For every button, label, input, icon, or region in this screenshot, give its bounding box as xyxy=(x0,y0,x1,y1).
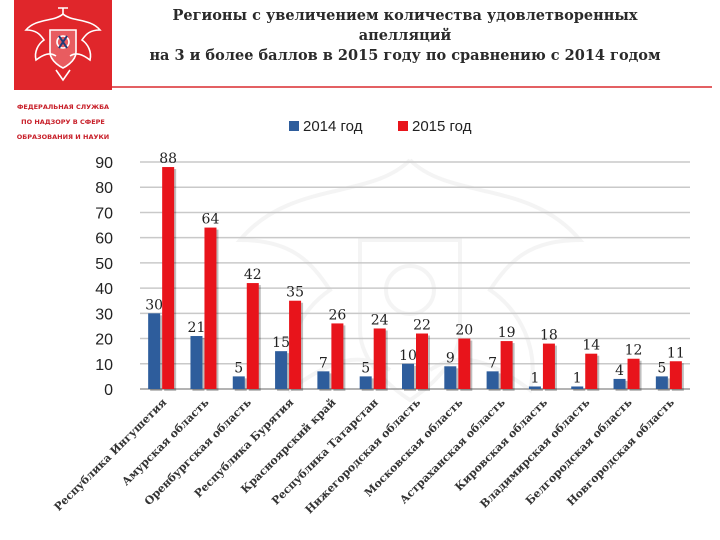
legend-swatch xyxy=(398,121,408,131)
data-label: 5 xyxy=(361,360,370,376)
legend-swatch xyxy=(289,121,299,131)
agency-name: ФЕДЕРАЛЬНАЯ СЛУЖБА ПО НАДЗОРУ В СФЕРЕ ОБ… xyxy=(14,100,112,145)
bar-2015 xyxy=(162,167,175,389)
bar-2014 xyxy=(613,378,626,389)
page-title-line-2: на 3 и более баллов в 2015 году по сравн… xyxy=(149,47,661,64)
data-label: 22 xyxy=(413,318,431,334)
data-label: 4 xyxy=(615,363,624,379)
bar-2014 xyxy=(402,363,414,389)
bar-2014 xyxy=(444,366,457,389)
data-label: 1 xyxy=(530,370,539,386)
bar-shadow xyxy=(530,388,543,391)
y-tick-label: 20 xyxy=(95,332,113,349)
page-title-line-1: Регионы с увеличением количества удовлет… xyxy=(172,7,638,44)
data-label: 14 xyxy=(582,338,600,354)
data-label: 15 xyxy=(272,335,290,351)
y-tick-label: 30 xyxy=(95,306,113,323)
y-tick-label: 90 xyxy=(95,155,113,172)
bar-2014 xyxy=(571,386,584,389)
bar-2015 xyxy=(204,227,217,389)
data-label: 7 xyxy=(488,355,497,371)
agency-name-line-3: ОБРАЗОВАНИЯ И НАУКИ xyxy=(16,133,110,141)
data-label: 64 xyxy=(202,212,220,228)
bar-2014 xyxy=(148,313,161,389)
data-label: 88 xyxy=(159,151,177,167)
bar-2015 xyxy=(585,353,598,389)
data-label: 21 xyxy=(188,320,206,336)
data-label: 9 xyxy=(446,350,455,366)
bar-shadow xyxy=(573,388,586,391)
agency-name-line-1: ФЕДЕРАЛЬНАЯ СЛУЖБА xyxy=(16,103,110,111)
bar-2015 xyxy=(373,328,386,389)
data-label: 26 xyxy=(328,307,346,323)
bar-2014 xyxy=(190,336,203,389)
bar-2014 xyxy=(232,376,245,389)
data-label: 42 xyxy=(244,267,262,283)
data-label: 7 xyxy=(319,355,328,371)
y-tick-label: 80 xyxy=(95,180,113,197)
page-title: Регионы с увеличением количества удовлет… xyxy=(125,6,685,66)
bar-2015 xyxy=(669,361,682,389)
data-label: 30 xyxy=(145,297,163,313)
y-tick-label: 10 xyxy=(95,357,113,374)
bar-2015 xyxy=(458,338,471,389)
bar-2015 xyxy=(542,343,555,389)
title-divider xyxy=(112,86,712,88)
y-tick-label: 70 xyxy=(95,205,113,222)
data-label: 5 xyxy=(657,360,666,376)
legend-label: 2014 год xyxy=(303,118,363,135)
data-label: 24 xyxy=(371,312,389,328)
data-label: 19 xyxy=(498,325,516,341)
y-tick-label: 50 xyxy=(95,256,113,273)
bar-2014 xyxy=(655,376,668,389)
data-label: 18 xyxy=(540,328,558,344)
bar-2014 xyxy=(317,371,330,389)
bar-2015 xyxy=(246,283,259,389)
data-label: 10 xyxy=(399,348,417,364)
data-label: 1 xyxy=(573,370,582,386)
agency-name-line-2: ПО НАДЗОРУ В СФЕРЕ xyxy=(21,118,105,126)
bar-2015 xyxy=(627,358,640,389)
bar-2014 xyxy=(359,376,372,389)
data-label: 11 xyxy=(667,345,685,361)
legend-label: 2015 год xyxy=(412,118,472,135)
y-tick-label: 0 xyxy=(104,382,113,399)
logo-panel xyxy=(14,0,112,90)
bar-2014 xyxy=(486,371,499,389)
y-tick-label: 40 xyxy=(95,281,113,298)
bar-2014 xyxy=(275,351,288,389)
bar-2015 xyxy=(500,341,513,389)
bar-2015 xyxy=(289,300,302,389)
data-label: 12 xyxy=(625,343,643,359)
y-tick-label: 60 xyxy=(95,231,113,248)
bar-2015 xyxy=(331,323,344,389)
double-headed-eagle-emblem-icon xyxy=(24,7,102,82)
bar-2014 xyxy=(528,386,541,389)
data-label: 5 xyxy=(234,360,243,376)
data-label: 20 xyxy=(455,323,473,339)
data-label: 35 xyxy=(286,285,304,301)
bar-2015 xyxy=(416,333,428,389)
